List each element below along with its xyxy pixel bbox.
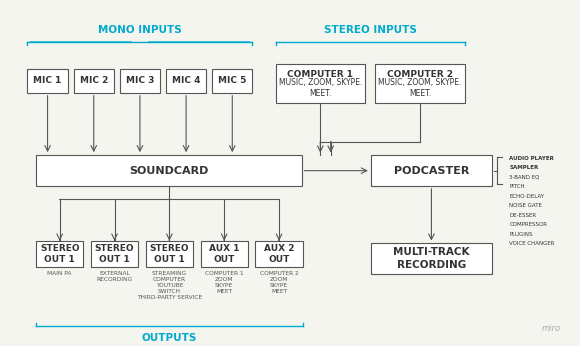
Text: SAMPLER: SAMPLER: [509, 165, 539, 171]
FancyBboxPatch shape: [371, 244, 492, 274]
Text: STREAMING
COMPUTER
YOUTUBE
SWITCH
THIRD-PARTY SERVICE: STREAMING COMPUTER YOUTUBE SWITCH THIRD-…: [137, 271, 202, 300]
Text: EXTERNAL
RECORDING: EXTERNAL RECORDING: [96, 271, 133, 282]
FancyBboxPatch shape: [276, 64, 365, 103]
Text: ECHO-DELAY: ECHO-DELAY: [509, 194, 545, 199]
Text: MIC 3: MIC 3: [126, 76, 154, 85]
Text: VOICE CHANGER: VOICE CHANGER: [509, 241, 555, 246]
Text: MUSIC, ZOOM, SKYPE.
MEET.: MUSIC, ZOOM, SKYPE. MEET.: [278, 78, 362, 98]
FancyBboxPatch shape: [255, 241, 303, 267]
Text: STEREO INPUTS: STEREO INPUTS: [324, 25, 416, 35]
Text: SOUNDCARD: SOUNDCARD: [129, 166, 208, 176]
FancyBboxPatch shape: [119, 69, 160, 93]
FancyBboxPatch shape: [74, 69, 114, 93]
FancyBboxPatch shape: [212, 69, 252, 93]
FancyBboxPatch shape: [36, 241, 84, 267]
FancyBboxPatch shape: [375, 64, 465, 103]
FancyBboxPatch shape: [91, 241, 138, 267]
Text: COMPUTER 2: COMPUTER 2: [387, 71, 453, 80]
FancyBboxPatch shape: [201, 241, 248, 267]
Text: AUDIO PLAYER: AUDIO PLAYER: [509, 156, 554, 161]
Text: MIC 5: MIC 5: [218, 76, 246, 85]
Text: STEREO
OUT 1: STEREO OUT 1: [95, 244, 135, 264]
FancyBboxPatch shape: [371, 155, 492, 186]
Text: COMPUTER 1
ZOOM
SKYPE
MEET: COMPUTER 1 ZOOM SKYPE MEET: [205, 271, 244, 293]
Text: COMPUTER 2
ZOOM
SKYPE
MEET: COMPUTER 2 ZOOM SKYPE MEET: [260, 271, 298, 293]
Text: DE-ESSER: DE-ESSER: [509, 213, 536, 218]
Text: COMPRESSOR: COMPRESSOR: [509, 222, 548, 227]
Text: NOISE GATE: NOISE GATE: [509, 203, 542, 208]
Text: MIC 4: MIC 4: [172, 76, 200, 85]
Text: PITCH: PITCH: [509, 184, 525, 189]
Text: COMPUTER 1: COMPUTER 1: [287, 71, 353, 80]
FancyBboxPatch shape: [27, 69, 68, 93]
Text: PODCASTER: PODCASTER: [394, 166, 469, 176]
Text: AUX 2
OUT: AUX 2 OUT: [264, 244, 294, 264]
FancyBboxPatch shape: [146, 241, 193, 267]
Text: STEREO
OUT 1: STEREO OUT 1: [40, 244, 79, 264]
Text: MAIN PA: MAIN PA: [48, 271, 72, 275]
Text: MONO INPUTS: MONO INPUTS: [98, 25, 182, 35]
Text: PLUGINS: PLUGINS: [509, 232, 533, 237]
FancyBboxPatch shape: [36, 155, 302, 186]
Text: miro: miro: [542, 324, 561, 333]
Text: MIC 2: MIC 2: [79, 76, 108, 85]
Text: AUX 1
OUT: AUX 1 OUT: [209, 244, 240, 264]
Text: MIC 1: MIC 1: [34, 76, 61, 85]
Text: MULTI-TRACK
RECORDING: MULTI-TRACK RECORDING: [393, 247, 470, 270]
Text: MUSIC, ZOOM, SKYPE.
MEET.: MUSIC, ZOOM, SKYPE. MEET.: [379, 78, 462, 98]
Text: OUTPUTS: OUTPUTS: [142, 333, 197, 343]
Text: STEREO
OUT 1: STEREO OUT 1: [150, 244, 189, 264]
Text: 3-BAND EQ: 3-BAND EQ: [509, 175, 540, 180]
FancyBboxPatch shape: [166, 69, 206, 93]
